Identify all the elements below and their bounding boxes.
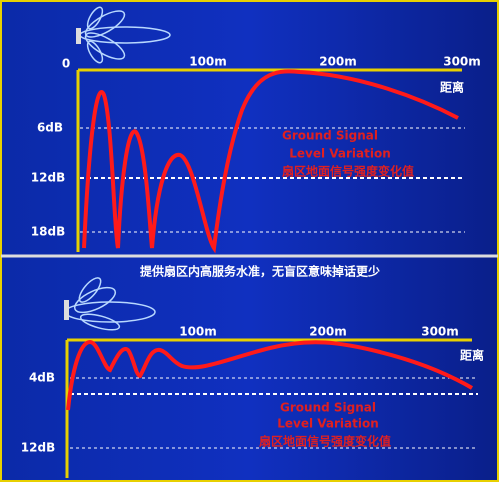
x-label: 200m [309,325,347,339]
annotation: 扇区地面信号强度变化值 [259,434,391,449]
x-label: 100m [179,325,217,339]
annotation: 扇区地面信号强度变化值 [282,164,414,179]
y-label: 12dB [21,441,55,455]
x-unit: 距离 [440,80,464,95]
y-label: 12dB [31,171,65,185]
y-label: 6dB [37,121,63,135]
annotation: Ground Signal [280,401,376,415]
antenna [76,28,81,44]
panel-title: 提供扇区内高服务水准，无盲区意味掉话更少 [140,264,380,279]
annotation: Ground Signal [282,129,378,143]
y-label: 18dB [31,225,65,239]
signal-curve [82,69,459,254]
grid [80,127,465,233]
antenna [64,300,69,320]
x-label: 200m [319,55,357,69]
signal-curve [66,339,474,411]
x-label: 100m [189,55,227,69]
x-label: 300m [421,325,459,339]
annotation: Level Variation [289,147,391,161]
x-unit: 距离 [460,348,484,363]
origin: 0 [62,57,70,71]
x-label: 300m [443,55,481,69]
y-label: 4dB [29,371,55,385]
annotation: Level Variation [277,417,379,431]
grid [70,377,478,449]
